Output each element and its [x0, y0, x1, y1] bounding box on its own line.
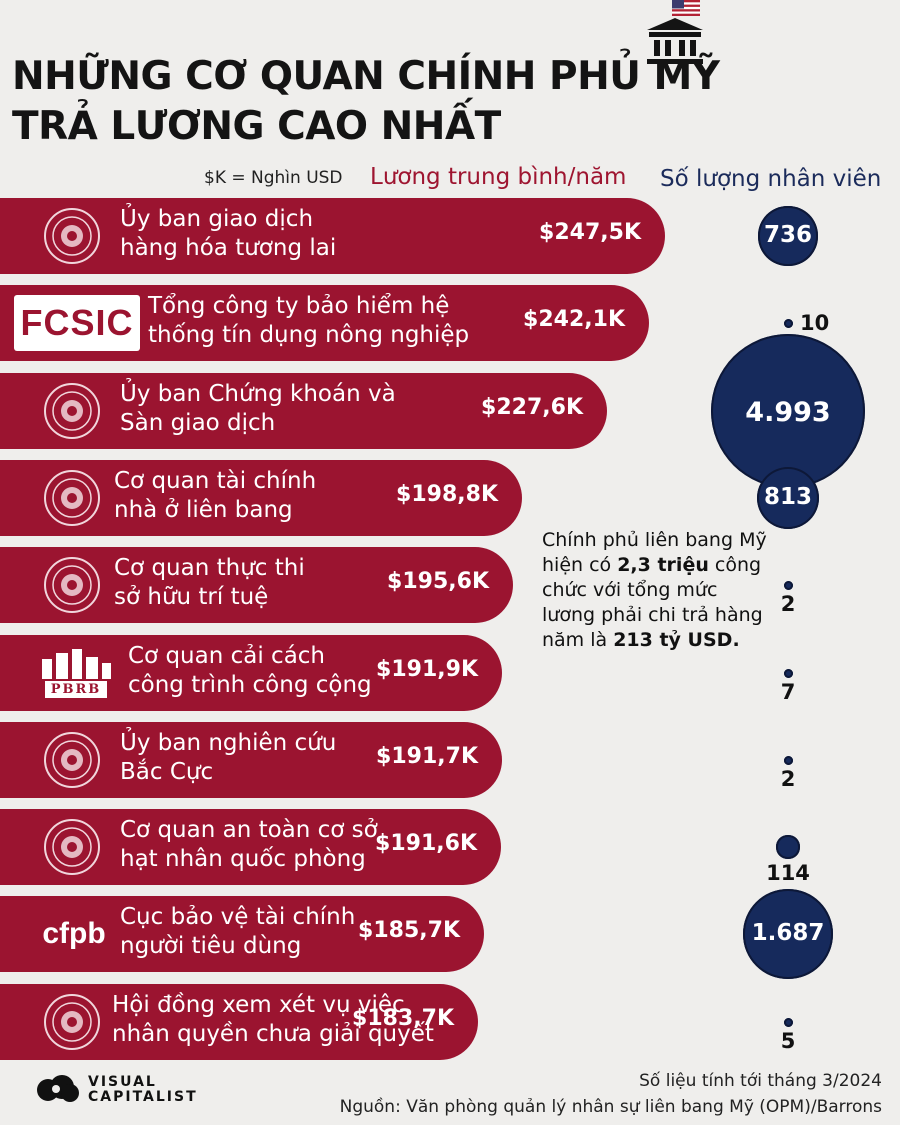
agency-name-line-1: Cơ quan an toàn cơ sở [120, 817, 378, 843]
employee-count-label: 736 [763, 222, 813, 248]
employee-count-label: 2 [780, 591, 796, 616]
house-seal-icon [42, 468, 102, 528]
agency-name-line-1: Hội đồng xem xét vụ việc [112, 992, 405, 1018]
employee-count-bubble [758, 206, 818, 266]
employee-count-label: 1.687 [751, 920, 825, 946]
salary-bar: Hội đồng xem xét vụ việc nhân quyền chưa … [0, 984, 478, 1060]
source-note: Nguồn: Văn phòng quản lý nhân sự liên ba… [339, 1097, 882, 1117]
salary-value-label: $195,6K [387, 569, 489, 594]
salary-bar: Cơ quan an toàn cơ sở hạt nhân quốc phòng… [0, 809, 501, 885]
salary-bar: Ủy ban Chứng khoán và Sàn giao dịch $227,6… [0, 373, 607, 449]
agency-name: Cục bảo vệ tài chính người tiêu dùng [120, 903, 355, 961]
us-flag-icon [672, 0, 700, 16]
employee-count-label: 4.993 [745, 397, 831, 428]
salary-value-label: $191,9K [376, 657, 478, 682]
agency-name-line-1: Tổng công ty bảo hiểm hệ [148, 293, 450, 319]
agency-name-line-1: Cục bảo vệ tài chính [120, 904, 356, 930]
agency-name-line-2: nhà ở liên bang [114, 497, 293, 523]
agency-name: Cơ quan an toàn cơ sở hạt nhân quốc phòng [120, 816, 378, 874]
note-text-2: công chức với tổng mức lương phải chi tr… [542, 554, 763, 651]
agency-name-line-2: thống tín dụng nông nghiệp [148, 322, 470, 348]
employee-count-bubble [711, 334, 865, 488]
employee-count-bubble [783, 755, 793, 765]
brand-line-1: VISUAL [88, 1074, 157, 1090]
brand-mark-icon [37, 1075, 79, 1102]
employee-count-label: 10 [800, 311, 830, 335]
salary-bar: Cơ quan thực thi sở hữu trí tuệ $195,6K [0, 547, 513, 623]
agency-name: Tổng công ty bảo hiểm hệ thống tín dụng n… [148, 292, 469, 350]
employee-count-label: 2 [780, 766, 796, 791]
employee-count-bubble [783, 580, 793, 590]
agency-name-line-1: Cơ quan tài chính [114, 468, 317, 494]
agency-name: Cơ quan cải cách công trình công cộng [128, 642, 372, 700]
seal-icon [42, 206, 102, 266]
government-building-icon [647, 18, 703, 64]
pbrb-logo: PBRB [34, 643, 118, 703]
page-title: NHỮNG CƠ QUAN CHÍNH PHỦ MỸ TRẢ LƯƠNG CAO… [12, 52, 772, 152]
globe-seal-icon [42, 730, 102, 790]
note-bold-2: 213 tỷ USD. [613, 629, 740, 651]
employee-count-label: 114 [766, 860, 810, 885]
employee-count-bubble [783, 668, 793, 678]
salary-value-label: $191,7K [376, 744, 478, 769]
salary-value-label: $227,6K [481, 395, 583, 420]
employee-count-bubble [776, 835, 800, 859]
agency-name-line-2: hàng hóa tương lai [120, 235, 337, 261]
eagle-seal-icon [42, 555, 102, 615]
employee-count-label: 7 [780, 679, 796, 704]
atom-seal-icon [42, 817, 102, 877]
title-line-1: NHỮNG CƠ QUAN CHÍNH PHỦ MỸ [12, 54, 720, 99]
cfpb-logo: cfpb [42, 917, 106, 950]
agency-name-line-2: Sàn giao dịch [120, 410, 276, 436]
agency-name-line-1: Ủy ban Chứng khoán và [120, 381, 396, 407]
agency-name-line-2: hạt nhân quốc phòng [120, 846, 366, 872]
brand-line-2: CAPITALIST [88, 1089, 198, 1105]
unit-note: $K = Nghìn USD [204, 168, 343, 188]
eagle-seal-icon [42, 381, 102, 441]
agency-name: Ủy ban Chứng khoán và Sàn giao dịch [120, 380, 396, 438]
agency-name-line-1: Cơ quan cải cách [128, 643, 326, 669]
visual-capitalist-logo: VISUAL CAPITALIST [36, 1073, 198, 1107]
agency-name-line-2: công trình công cộng [128, 672, 372, 698]
agency-name: Ủy ban nghiên cứu Bắc Cực [120, 729, 336, 787]
salary-bar: FCSIC Tổng công ty bảo hiểm hệ thống tín d… [0, 285, 649, 361]
note-text-1: Chính phủ liên bang Mỹ hiện có [542, 529, 767, 576]
agency-name: Ủy ban giao dịch hàng hóa tương lai [120, 205, 336, 263]
fcsic-logo: FCSIC [14, 295, 140, 351]
tree-seal-icon [42, 992, 102, 1052]
agency-name-line-2: sở hữu trí tuệ [114, 584, 269, 610]
employee-count-label: 5 [780, 1028, 796, 1053]
salary-value-label: $185,7K [358, 918, 460, 943]
employee-count-bubble [743, 889, 833, 979]
title-line-2: TRẢ LƯƠNG CAO NHẤT [12, 104, 501, 149]
employee-count-bubble [783, 1017, 793, 1027]
date-note: Số liệu tính tới tháng 3/2024 [639, 1071, 882, 1091]
note-bold-1: 2,3 triệu [617, 554, 709, 576]
agency-name-line-1: Cơ quan thực thi [114, 555, 305, 581]
agency-name-line-2: nhân quyền chưa giải quyết [112, 1021, 434, 1047]
employee-count-bubble [783, 318, 793, 328]
employee-count-bubble [756, 466, 820, 530]
summary-note: Chính phủ liên bang Mỹ hiện có 2,3 triệu… [542, 528, 772, 653]
agency-name-line-2: Bắc Cực [120, 759, 214, 785]
agency-name-line-1: Ủy ban giao dịch [120, 206, 314, 232]
salary-bar: cfpb Cục bảo vệ tài chính người tiêu dùng $… [0, 896, 484, 972]
salary-bar: Ủy ban nghiên cứu Bắc Cực $191,7K [0, 722, 502, 798]
salary-value-label: $198,8K [396, 482, 498, 507]
legend-employee-count: Số lượng nhân viên [660, 166, 882, 192]
salary-bar: Cơ quan tài chính nhà ở liên bang $198,8K [0, 460, 522, 536]
salary-value-label: $191,6K [375, 831, 477, 856]
agency-name: Hội đồng xem xét vụ việc nhân quyền chưa … [112, 991, 434, 1049]
agency-name-line-1: Ủy ban nghiên cứu [120, 730, 337, 756]
salary-value-label: $247,5K [539, 220, 641, 245]
salary-bar: PBRB Cơ quan cải cách công trình công cộng… [0, 635, 502, 711]
agency-name: Cơ quan tài chính nhà ở liên bang [114, 467, 316, 525]
employee-count-label: 813 [763, 484, 813, 510]
agency-name: Cơ quan thực thi sở hữu trí tuệ [114, 554, 305, 612]
salary-value-label: $242,1K [523, 307, 625, 332]
legend-salary: Lương trung bình/năm [370, 164, 627, 190]
agency-name-line-2: người tiêu dùng [120, 933, 302, 959]
salary-bar: Ủy ban giao dịch hàng hóa tương lai $247,5… [0, 198, 665, 274]
salary-value-label: $183,7K [352, 1006, 454, 1031]
